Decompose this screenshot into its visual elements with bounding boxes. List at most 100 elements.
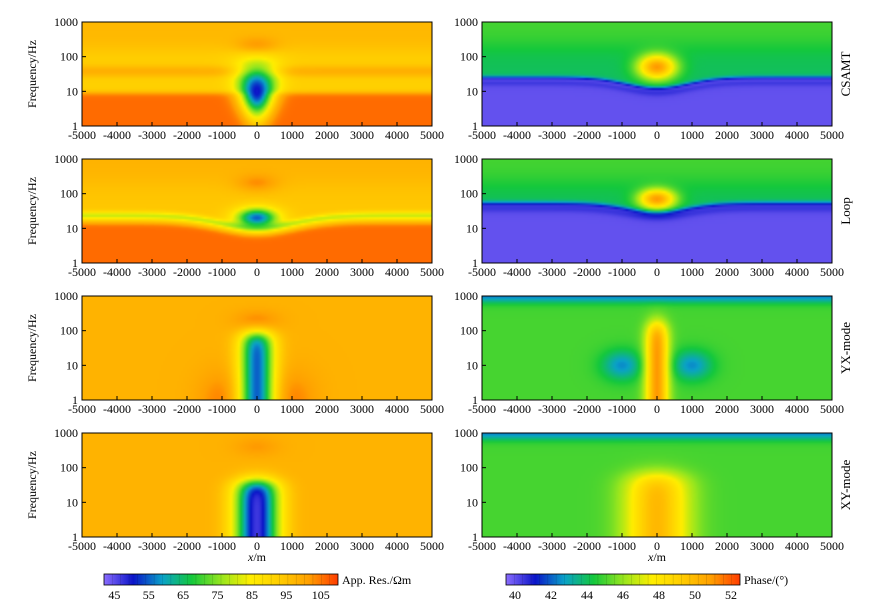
x-tick-label: -2000 (173, 265, 201, 279)
x-tick-label: 5000 (420, 539, 444, 553)
x-tick-label: 4000 (785, 265, 809, 279)
panel-yx-mode-phase: 1 10 100 1000 -5000 -4000 -3000 -2000 -1000 0 1000… (454, 289, 853, 416)
x-tick-label: -5000 (468, 402, 496, 416)
y-axis-label: Frequency/Hz (25, 40, 39, 108)
colorbar-tick-label: 42 (545, 588, 557, 602)
y-tick-label: 10 (466, 221, 478, 235)
y-axis-label: Frequency/Hz (25, 177, 39, 245)
y-tick-label: 1 (472, 530, 478, 544)
colorbar-tick-label: 40 (509, 588, 521, 602)
x-tick-label: 2000 (715, 402, 739, 416)
x-tick-label: -5000 (68, 265, 96, 279)
heatmap-image (82, 296, 432, 400)
x-tick-label: 1000 (280, 539, 304, 553)
y-tick-label: 100 (460, 461, 478, 475)
x-tick-label: 0 (254, 539, 260, 553)
colorbar-tick-label: 52 (725, 588, 737, 602)
x-tick-label: 5000 (820, 539, 844, 553)
x-tick-label: 1000 (280, 265, 304, 279)
x-tick-label: 4000 (385, 539, 409, 553)
colorbar-label: Phase/(°) (744, 573, 788, 587)
x-tick-label: 3000 (350, 402, 374, 416)
x-tick-label: -5000 (68, 402, 96, 416)
x-tick-label: 0 (254, 402, 260, 416)
colorbar-tick-label: 46 (617, 588, 629, 602)
x-tick-label: 3000 (750, 128, 774, 142)
x-tick-label: 3000 (350, 539, 374, 553)
x-tick-label: 1000 (680, 402, 704, 416)
y-tick-label: 10 (66, 495, 78, 509)
x-tick-label: -1000 (608, 265, 636, 279)
x-tick-label: -3000 (138, 402, 166, 416)
panel-xy-mode-phase: 1 10 100 1000 -5000 -4000 -3000 -2000 -1000 0 1000… (454, 426, 853, 564)
y-tick-label: 10 (66, 358, 78, 372)
heatmap-image (482, 159, 832, 263)
y-tick-label: 100 (60, 50, 78, 64)
y-tick-label: 1000 (454, 15, 478, 29)
y-tick-label: 100 (460, 187, 478, 201)
x-tick-label: -2000 (173, 539, 201, 553)
x-tick-label: 4000 (785, 539, 809, 553)
heatmap-image (482, 433, 832, 537)
x-tick-label: 0 (654, 128, 660, 142)
y-tick-label: 10 (466, 84, 478, 98)
x-tick-label: 2000 (315, 539, 339, 553)
x-tick-label: 2000 (715, 128, 739, 142)
x-tick-label: 5000 (820, 128, 844, 142)
panel-yx-mode-resistivity: 1 10 100 1000 -5000 -4000 -3000 -2000 -1000 0 1000… (25, 289, 444, 416)
x-tick-label: -3000 (138, 128, 166, 142)
x-tick-label: 2000 (715, 265, 739, 279)
colorbar-gradient (505, 573, 741, 586)
x-tick-label: 2000 (315, 128, 339, 142)
y-tick-label: 1 (72, 393, 78, 407)
colorbar-tick-label: 95 (280, 588, 292, 602)
x-tick-label: -4000 (503, 539, 531, 553)
x-tick-label: 4000 (385, 128, 409, 142)
x-tick-label: 1000 (680, 539, 704, 553)
heatmap-image (482, 22, 832, 126)
x-tick-label: -1000 (608, 539, 636, 553)
row-label: YX-mode (838, 322, 853, 374)
x-tick-label: -2000 (573, 402, 601, 416)
x-tick-label: 3000 (350, 265, 374, 279)
panel-csamt-resistivity: 1 10 100 1000 -5000 -4000 -3000 -2000 -1000 0 1000… (25, 15, 444, 142)
x-tick-label: -4000 (103, 539, 131, 553)
x-tick-label: 3000 (350, 128, 374, 142)
x-axis-label: x/m (247, 550, 267, 564)
y-tick-label: 1000 (454, 426, 478, 440)
x-axis-label: x/m (647, 550, 667, 564)
colorbar-tick-label: 44 (581, 588, 593, 602)
y-tick-label: 10 (66, 221, 78, 235)
y-tick-label: 100 (60, 461, 78, 475)
x-tick-label: 5000 (820, 402, 844, 416)
y-tick-label: 1000 (54, 152, 78, 166)
x-tick-label: 1000 (680, 128, 704, 142)
colorbar-resistivity: 45 55 65 75 85 95 105 App. Res./Ωm (103, 573, 412, 602)
colorbar-tick-label: 50 (689, 588, 701, 602)
x-tick-label: -5000 (468, 128, 496, 142)
x-tick-label: 5000 (420, 265, 444, 279)
y-tick-label: 1000 (54, 289, 78, 303)
row-label: XY-mode (838, 459, 853, 510)
y-tick-label: 100 (460, 324, 478, 338)
x-tick-label: -4000 (103, 402, 131, 416)
x-tick-label: -5000 (468, 265, 496, 279)
x-tick-label: -1000 (208, 402, 236, 416)
y-tick-label: 1000 (54, 15, 78, 29)
x-tick-label: -1000 (208, 539, 236, 553)
x-tick-label: 2000 (315, 402, 339, 416)
x-tick-label: 0 (654, 539, 660, 553)
x-tick-label: 5000 (820, 265, 844, 279)
x-tick-label: -4000 (503, 265, 531, 279)
x-tick-label: -5000 (468, 539, 496, 553)
y-tick-label: 10 (466, 495, 478, 509)
panel-loop-phase: 1 10 100 1000 -5000 -4000 -3000 -2000 -1000 0 1000… (454, 152, 853, 279)
y-tick-label: 1 (72, 530, 78, 544)
y-tick-label: 100 (460, 50, 478, 64)
row-label: Loop (838, 197, 853, 224)
x-tick-label: 1000 (280, 402, 304, 416)
heatmap-image (82, 22, 432, 126)
colorbar-label: App. Res./Ωm (342, 573, 412, 587)
colorbar-tick-label: 48 (653, 588, 665, 602)
